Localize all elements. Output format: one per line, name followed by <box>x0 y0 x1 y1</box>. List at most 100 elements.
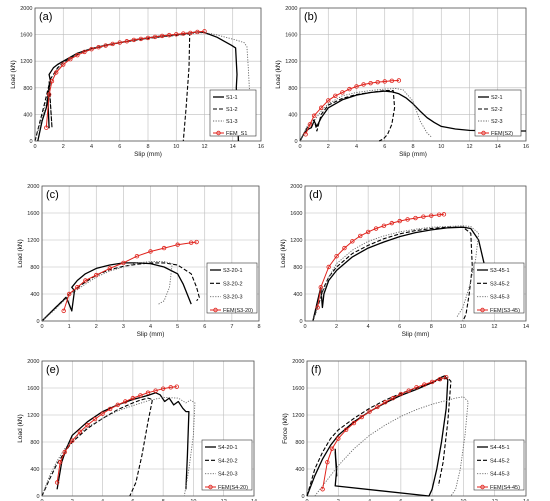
x-tick-label: 2 <box>337 499 340 501</box>
legend-label: S1-2 <box>226 107 238 113</box>
series-line-FEM(S3-45) <box>317 213 444 308</box>
legend-label: S2-2 <box>491 107 503 113</box>
x-tick-label: 14 <box>523 499 529 501</box>
fem-marker <box>326 98 331 103</box>
x-tick-label: 12 <box>201 144 207 150</box>
legend-label: S4-45-3 <box>490 472 510 478</box>
x-tick-label: 0 <box>40 499 43 501</box>
y-tick-label: 2000 <box>20 6 32 12</box>
fem-marker <box>381 223 387 229</box>
fem-marker <box>361 82 366 87</box>
legend-label: S4-45-1 <box>490 445 510 451</box>
series-line-S4-20-3 <box>41 396 196 497</box>
panel-label: (f) <box>311 364 321 376</box>
fem-marker <box>148 249 153 254</box>
y-tick-label: 400 <box>23 112 32 118</box>
y-tick-label: 800 <box>295 440 304 446</box>
fem-marker <box>61 62 66 67</box>
legend-label: FEM(S4-45) <box>490 485 520 491</box>
chart-panel-3: 0 1 2 3 4 5 6 7 8 0 400 800 1200 1600 2000 Slip (mm) Loa… <box>17 184 261 338</box>
fem-marker <box>318 285 323 290</box>
series-line-S3-20-1 <box>41 262 192 322</box>
x-tick-label: 10 <box>190 499 196 501</box>
fem-marker <box>61 308 66 314</box>
fem-marker <box>359 414 364 420</box>
y-tick-label: 400 <box>293 292 302 298</box>
y-axis-label: Load (kN) <box>275 60 282 89</box>
fem-marker <box>107 266 113 271</box>
x-tick-label: 12 <box>466 144 472 150</box>
x-axis-label: Slip (mm) <box>134 151 162 158</box>
x-tick-label: 2 <box>335 324 338 330</box>
series-line-S2-2 <box>299 89 396 142</box>
x-tick-label: 14 <box>495 144 501 150</box>
fem-marker <box>82 49 87 55</box>
fem-marker <box>444 375 449 380</box>
plot-frame <box>299 7 527 142</box>
y-tick-label: 0 <box>36 494 39 500</box>
y-tick-label: 400 <box>30 292 39 298</box>
fem-marker <box>307 122 313 127</box>
fem-marker <box>365 229 371 235</box>
legend-label: S3-20-1 <box>223 268 243 274</box>
legend: S4-20-1 S4-20-2 S4-20-3 FEM(S4-20) <box>201 439 253 491</box>
panel-label: (a) <box>39 11 52 23</box>
fem-marker <box>303 132 308 137</box>
legend-label: FEM(S3-45) <box>490 308 520 314</box>
x-tick-label: 14 <box>251 499 257 501</box>
fem-marker <box>92 416 98 422</box>
x-tick-label: 6 <box>203 324 206 330</box>
fem-marker <box>188 240 194 245</box>
x-tick-label: 4 <box>367 324 370 330</box>
fem-marker <box>117 40 122 45</box>
fem-marker <box>110 41 115 47</box>
x-tick-label: 8 <box>411 144 414 150</box>
panel-label: (c) <box>46 189 59 201</box>
x-tick-label: 0 <box>40 324 43 330</box>
x-tick-label: 5 <box>176 324 179 330</box>
legend-label: S4-20-3 <box>218 472 238 478</box>
fem-marker <box>336 436 341 441</box>
fem-marker <box>398 391 404 397</box>
x-tick-label: 4 <box>149 324 152 330</box>
fem-marker <box>123 399 128 404</box>
y-axis-label: Load (kN) <box>280 239 287 268</box>
fem-marker <box>422 382 427 387</box>
series-line-S3-45-1 <box>312 226 497 322</box>
fem-marker <box>329 446 335 451</box>
y-tick-label: 800 <box>30 265 39 271</box>
fem-marker <box>325 460 330 465</box>
fem-marker <box>85 422 90 428</box>
x-tick-label: 8 <box>257 324 260 330</box>
legend-marker <box>480 307 485 313</box>
fem-marker <box>188 30 193 36</box>
y-tick-label: 1600 <box>292 386 304 392</box>
y-tick-label: 400 <box>288 112 297 118</box>
fem-marker <box>368 80 373 86</box>
legend-marker <box>216 130 221 136</box>
x-tick-label: 2 <box>95 324 98 330</box>
y-axis-label: Load (kN) <box>17 414 24 443</box>
fem-marker <box>44 125 49 130</box>
y-tick-label: 0 <box>299 319 302 325</box>
x-tick-label: 16 <box>523 144 529 150</box>
y-tick-label: 1200 <box>20 59 32 65</box>
fem-marker <box>168 385 173 390</box>
fem-marker <box>103 43 108 48</box>
x-tick-label: 1 <box>68 324 71 330</box>
series-line-FEM(S2) <box>305 80 399 135</box>
fem-marker <box>414 385 419 390</box>
y-axis-label: Load (kN) <box>17 239 24 268</box>
legend: S1-1 S1-2 S1-3 FEM_S1 <box>209 89 257 137</box>
series-line-S4-20-2 <box>41 397 154 497</box>
fem-marker <box>354 84 359 89</box>
fem-marker <box>342 245 347 251</box>
legend: S2-1 S2-2 S2-3 FEM(S2) <box>474 89 522 137</box>
y-tick-label: 2000 <box>290 184 302 190</box>
fem-marker <box>54 480 60 485</box>
legend-label: FEM(S3-20) <box>223 308 253 314</box>
fem-marker <box>94 272 99 278</box>
